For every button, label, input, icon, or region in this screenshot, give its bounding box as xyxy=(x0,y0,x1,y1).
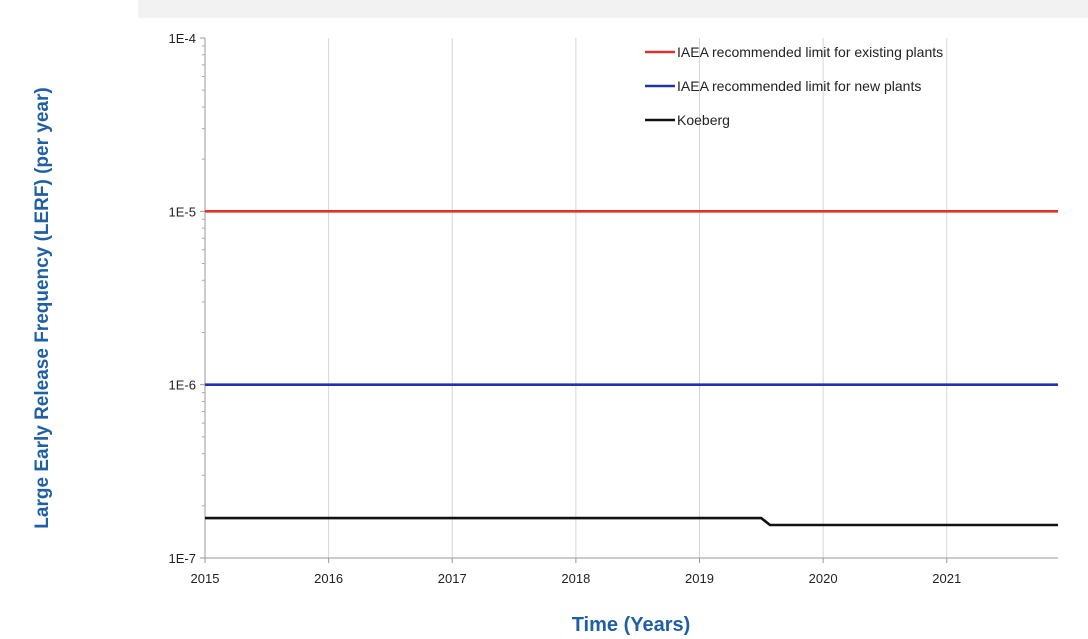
y-tick-label: 1E-4 xyxy=(169,31,196,46)
y-tick-label: 1E-7 xyxy=(169,551,196,566)
legend-label: Koeberg xyxy=(677,112,730,128)
x-axis-title: Time (Years) xyxy=(572,614,691,636)
x-tick-label: 2016 xyxy=(314,571,343,586)
x-tick-label: 2019 xyxy=(685,571,714,586)
series-line xyxy=(205,516,1058,527)
y-tick-label: 1E-6 xyxy=(169,378,196,393)
x-tick-label: 2020 xyxy=(809,571,838,586)
legend-label: IAEA recommended limit for new plants xyxy=(677,78,921,94)
top-band xyxy=(138,0,1088,18)
x-tick-label: 2017 xyxy=(438,571,467,586)
x-tick-label: 2015 xyxy=(191,571,220,586)
x-tick-label: 2018 xyxy=(561,571,590,586)
legend-label: IAEA recommended limit for existing plan… xyxy=(677,44,943,60)
y-axis-title: Large Early Release Frequency (LERF) (pe… xyxy=(32,87,53,528)
x-tick-label: 2021 xyxy=(932,571,961,586)
y-tick-label: 1E-5 xyxy=(169,204,196,219)
